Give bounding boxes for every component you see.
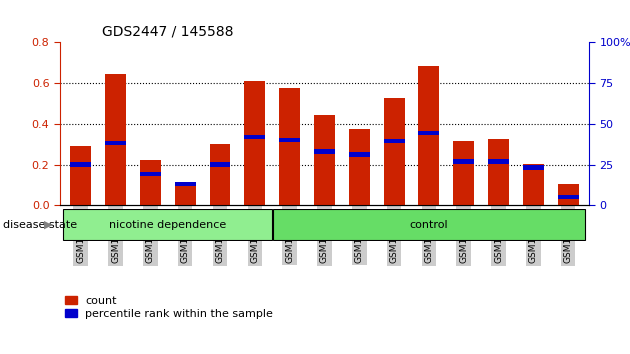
Text: control: control [410, 220, 448, 230]
Bar [558, 195, 578, 199]
Bar [64, 210, 272, 240]
Text: GDS2447 / 145588: GDS2447 / 145588 [102, 24, 234, 39]
Bar [175, 184, 196, 205]
Text: nicotine dependence: nicotine dependence [109, 220, 226, 230]
Bar [349, 129, 370, 205]
Bar [488, 139, 509, 205]
Bar [140, 160, 161, 205]
Bar [71, 162, 91, 167]
Bar [314, 149, 335, 154]
Legend: count, percentile rank within the sample: count, percentile rank within the sample [66, 296, 273, 319]
Bar [523, 165, 544, 170]
Bar [105, 141, 126, 145]
Bar [210, 162, 231, 167]
Bar [273, 210, 585, 240]
Bar [210, 144, 231, 205]
Bar [140, 172, 161, 176]
Bar [279, 138, 300, 142]
Bar [488, 159, 509, 164]
Text: disease state: disease state [3, 220, 77, 230]
Bar [384, 98, 404, 205]
Bar [279, 88, 300, 205]
Text: ▶: ▶ [44, 220, 52, 230]
Bar [384, 139, 404, 143]
Bar [244, 81, 265, 205]
Bar [244, 135, 265, 139]
Bar [453, 159, 474, 164]
Bar [349, 152, 370, 157]
Bar [453, 141, 474, 205]
Bar [418, 131, 439, 135]
Bar [314, 115, 335, 205]
Bar [523, 164, 544, 205]
Bar [418, 66, 439, 205]
Bar [175, 182, 196, 186]
Bar [105, 74, 126, 205]
Bar [558, 184, 578, 205]
Bar [71, 146, 91, 205]
